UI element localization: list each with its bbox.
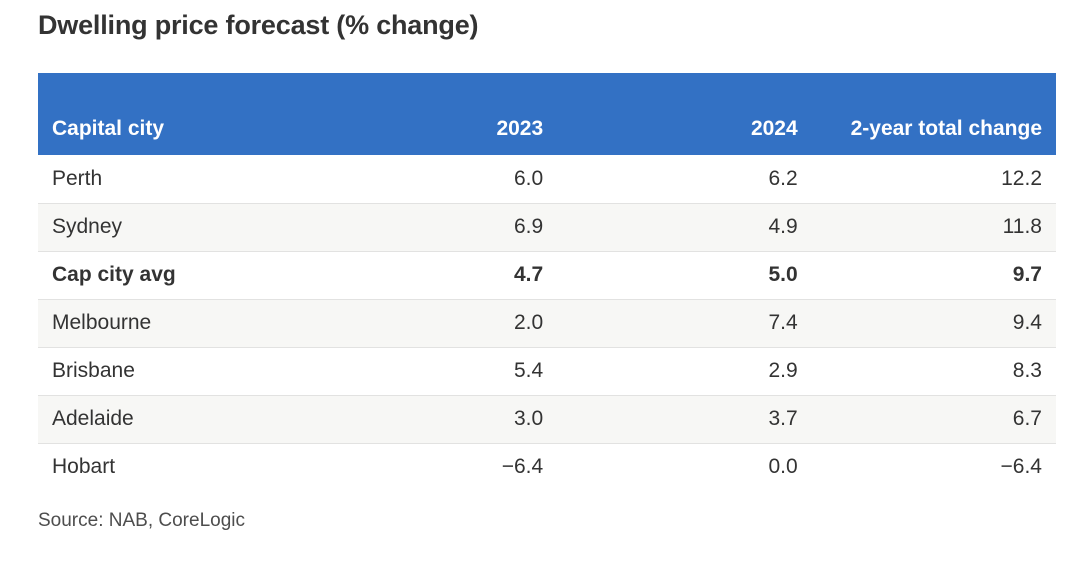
value-total-cell: 12.2 (811, 155, 1056, 204)
table-header: Capital city 2023 2024 2-year total chan… (38, 73, 1056, 156)
table-body: Perth 6.0 6.2 12.2 Sydney 6.9 4.9 11.8 C… (38, 155, 1056, 492)
table-row-perth: Perth 6.0 6.2 12.2 (38, 155, 1056, 204)
header-row: Capital city 2023 2024 2-year total chan… (38, 73, 1056, 156)
value-2024-cell: 0.0 (557, 442, 812, 492)
value-total-cell: 9.7 (811, 250, 1056, 300)
source-attribution: Source: NAB, CoreLogic (38, 510, 245, 532)
value-total-cell: 11.8 (811, 202, 1056, 252)
value-2024-cell: 2.9 (557, 346, 812, 396)
header-2023: 2023 (302, 73, 558, 156)
value-2024-cell: 5.0 (557, 250, 812, 300)
value-2024-cell: 3.7 (557, 394, 812, 444)
table-row-adelaide: Adelaide 3.0 3.7 6.7 (38, 394, 1056, 444)
value-total-cell: 8.3 (811, 346, 1056, 396)
table-row-hobart: Hobart −6.4 0.0 −6.4 (38, 442, 1056, 492)
value-2024-cell: 4.9 (557, 202, 812, 252)
header-2-year-total-change: 2-year total change (811, 73, 1056, 156)
city-cell: Adelaide (38, 394, 303, 444)
value-2024-cell: 7.4 (557, 298, 812, 348)
city-cell: Melbourne (38, 298, 303, 348)
city-cell: Hobart (38, 442, 303, 492)
value-2023-cell: 2.0 (302, 298, 558, 348)
city-cell: Brisbane (38, 346, 303, 396)
value-total-cell: −6.4 (811, 442, 1056, 492)
city-cell: Cap city avg (38, 250, 303, 300)
header-capital-city: Capital city (38, 73, 303, 156)
value-2023-cell: 5.4 (302, 346, 558, 396)
forecast-table: Capital city 2023 2024 2-year total chan… (38, 73, 1056, 492)
value-2023-cell: 6.0 (302, 155, 558, 204)
value-2023-cell: 4.7 (302, 250, 558, 300)
table-row-melbourne: Melbourne 2.0 7.4 9.4 (38, 298, 1056, 348)
value-total-cell: 6.7 (811, 394, 1056, 444)
value-2024-cell: 6.2 (557, 155, 812, 204)
value-2023-cell: 3.0 (302, 394, 558, 444)
header-2024: 2024 (557, 73, 812, 156)
table-row-sydney: Sydney 6.9 4.9 11.8 (38, 202, 1056, 252)
chart-title: Dwelling price forecast (% change) (38, 10, 479, 40)
value-total-cell: 9.4 (811, 298, 1056, 348)
value-2023-cell: 6.9 (302, 202, 558, 252)
table-row-brisbane: Brisbane 5.4 2.9 8.3 (38, 346, 1056, 396)
table-row-cap-city-avg: Cap city avg 4.7 5.0 9.7 (38, 250, 1056, 300)
city-cell: Sydney (38, 202, 303, 252)
city-cell: Perth (38, 155, 303, 204)
value-2023-cell: −6.4 (302, 442, 558, 492)
